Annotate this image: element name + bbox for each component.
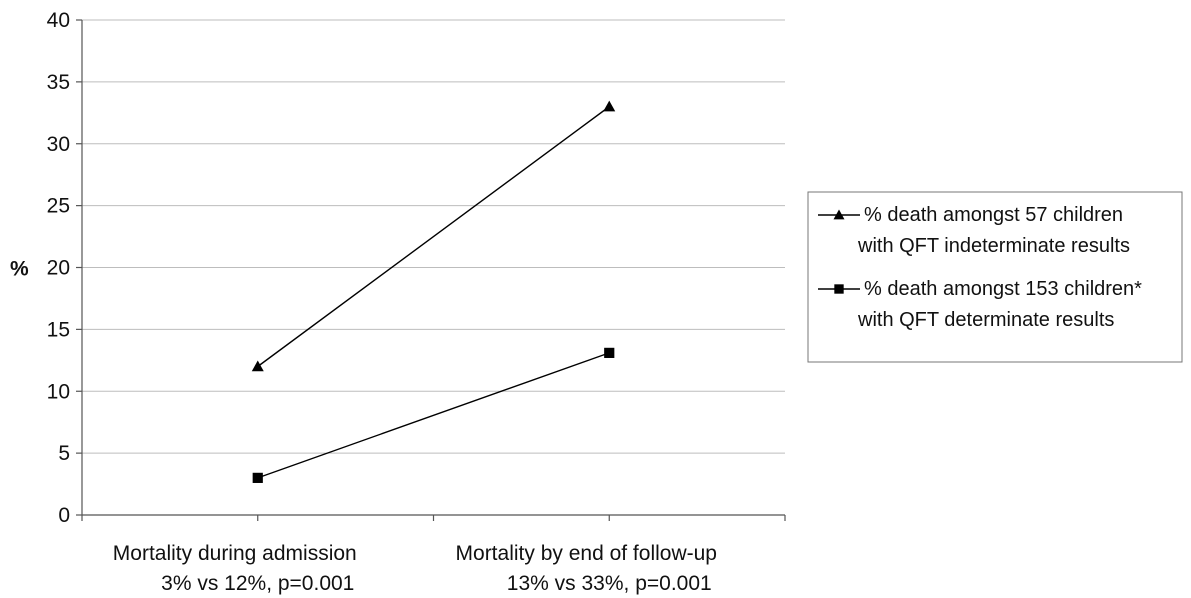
y-tick-label: 40	[47, 9, 70, 32]
y-tick-label: 25	[47, 195, 70, 218]
legend-marker	[834, 284, 844, 294]
y-axis-label: %	[10, 258, 29, 281]
gridlines	[82, 19, 785, 454]
legend-entry-text: % death amongst 57 children	[864, 204, 1123, 226]
x-category-label: Mortality by end of follow-up	[456, 542, 717, 565]
series-group	[251, 100, 616, 483]
y-tick-label: 15	[47, 318, 70, 341]
y-tick-label: 35	[47, 71, 70, 94]
x-category-label: 3% vs 12%, p=0.001	[161, 572, 354, 595]
x-category-label: 13% vs 33%, p=0.001	[507, 572, 712, 595]
legend-entry-text: with QFT indeterminate results	[857, 235, 1130, 257]
data-point	[604, 347, 615, 358]
y-axis-ticks: 0 5 10 15 20 25 30 35 40	[47, 9, 82, 527]
data-point	[603, 100, 616, 112]
series-line	[257, 352, 610, 479]
legend-entry-text: with QFT determinate results	[857, 309, 1114, 331]
y-tick-label: 30	[47, 133, 70, 156]
y-tick-label: 5	[58, 442, 70, 465]
legend-entry-text: % death amongst 153 children*	[864, 278, 1142, 300]
x-axis-ticks	[81, 515, 786, 521]
legend-box	[807, 191, 1183, 363]
legend-marker	[833, 209, 845, 220]
series-line	[257, 106, 610, 368]
y-tick-label: 20	[47, 257, 70, 280]
x-category-labels: Mortality during admission 3% vs 12%, p=0…	[113, 542, 717, 595]
data-point	[252, 472, 263, 483]
legend: % death amongst 57 children with QFT inde…	[807, 191, 1183, 363]
y-tick-label: 10	[47, 380, 70, 403]
x-category-label: Mortality during admission	[113, 542, 357, 565]
data-point	[251, 360, 264, 372]
y-tick-label: 0	[58, 504, 70, 527]
